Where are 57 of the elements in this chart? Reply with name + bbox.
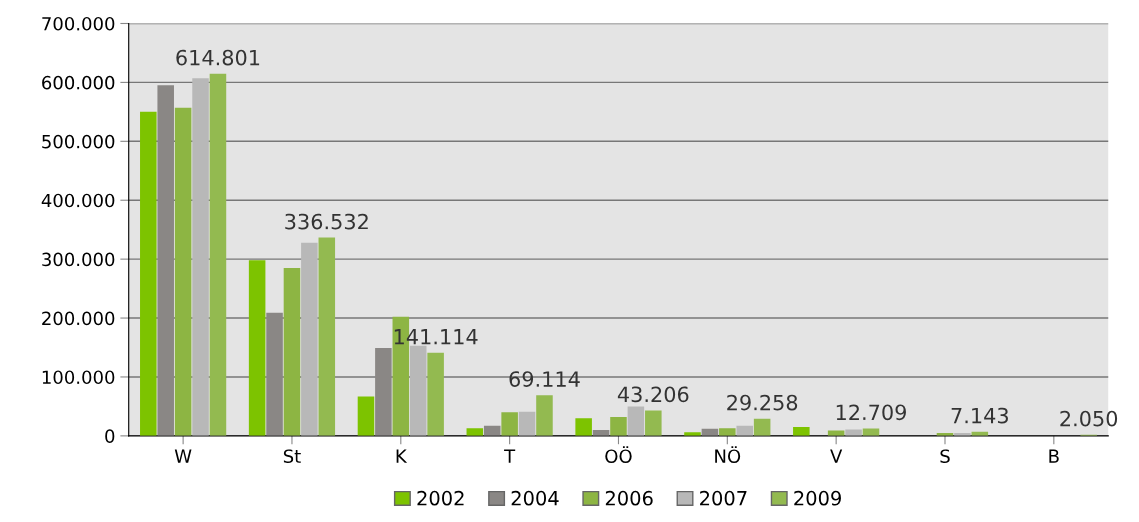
y-tick-label: 700.000 bbox=[42, 16, 115, 31]
bar bbox=[610, 417, 627, 436]
data-label: 7.143 bbox=[951, 407, 1008, 424]
y-tick-label: 500.000 bbox=[42, 134, 115, 149]
bar bbox=[266, 312, 283, 436]
y-tick-label: 300.000 bbox=[42, 252, 115, 267]
legend-label: 2004 bbox=[511, 490, 559, 506]
bar bbox=[283, 267, 301, 436]
y-tick-label: 100.000 bbox=[42, 370, 115, 385]
data-label: 2.050 bbox=[1060, 410, 1118, 427]
data-label: 336.532 bbox=[285, 213, 368, 230]
bar bbox=[575, 418, 592, 436]
bar bbox=[736, 425, 753, 436]
legend-label: 2009 bbox=[794, 490, 841, 506]
legend-label: 2006 bbox=[605, 490, 653, 506]
data-label: 29.258 bbox=[727, 394, 798, 411]
bar bbox=[209, 73, 227, 436]
bar bbox=[719, 428, 736, 436]
y-tick-label: 600.000 bbox=[42, 75, 115, 90]
x-tick-label: S bbox=[940, 449, 950, 464]
bar bbox=[518, 411, 536, 436]
bar bbox=[862, 428, 880, 436]
x-tick-label: B bbox=[1049, 449, 1059, 463]
x-tick-label: NÖ bbox=[715, 446, 741, 464]
data-label: 614.801 bbox=[176, 49, 260, 66]
bar bbox=[627, 406, 645, 436]
x-tick-label: W bbox=[174, 449, 192, 463]
bar bbox=[174, 107, 192, 436]
bar bbox=[357, 396, 375, 436]
bar bbox=[645, 410, 662, 436]
x-tick-label: V bbox=[830, 449, 843, 463]
data-label: 69.114 bbox=[509, 371, 580, 387]
bar bbox=[501, 412, 518, 436]
legend-label: 2007 bbox=[700, 490, 747, 506]
bar bbox=[753, 418, 771, 436]
data-label: 43.206 bbox=[617, 386, 689, 403]
bar bbox=[140, 111, 157, 436]
bar bbox=[427, 352, 444, 436]
bar bbox=[318, 237, 336, 436]
bar bbox=[301, 242, 318, 436]
bar bbox=[375, 348, 392, 436]
bar bbox=[793, 427, 810, 436]
bar bbox=[248, 260, 266, 436]
bar bbox=[409, 345, 427, 436]
y-tick-label: 0 bbox=[105, 429, 115, 443]
x-tick-label: K bbox=[396, 449, 408, 463]
bar bbox=[536, 395, 553, 436]
x-tick-label: OÖ bbox=[605, 446, 632, 464]
y-tick-label: 200.000 bbox=[42, 311, 115, 326]
legend-label: 2002 bbox=[417, 490, 464, 506]
bar bbox=[157, 85, 174, 436]
bar bbox=[192, 78, 209, 436]
bar bbox=[845, 429, 862, 436]
y-tick-label: 400.000 bbox=[41, 193, 115, 208]
x-tick-label: St bbox=[283, 449, 301, 464]
data-label: 12.709 bbox=[836, 404, 906, 421]
x-tick-label: T bbox=[504, 449, 516, 463]
